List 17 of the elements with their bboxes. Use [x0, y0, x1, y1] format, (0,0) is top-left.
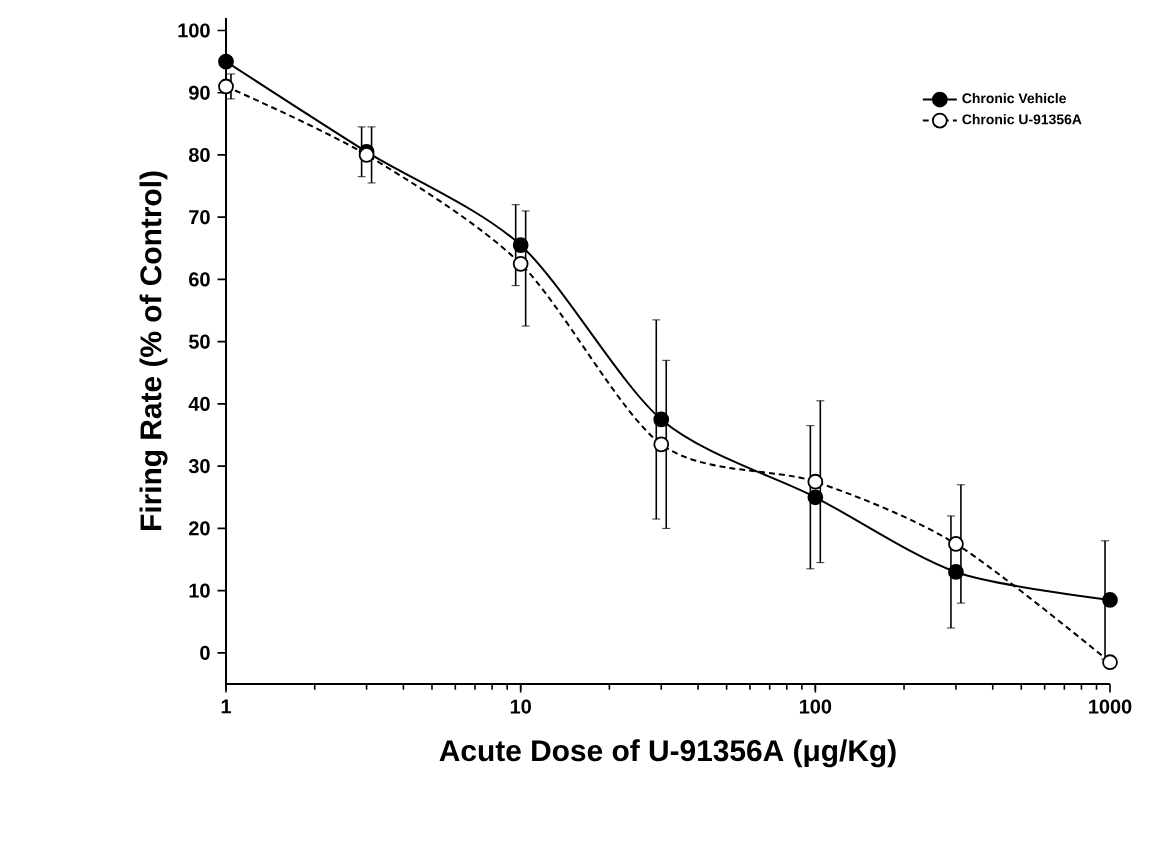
- x-tick-label: 1000: [1089, 699, 1132, 714]
- y-tick-label: 60: [189, 272, 210, 287]
- y-tick-label: 0: [200, 645, 210, 660]
- y-tick-label: 100: [178, 23, 210, 38]
- x-tick-label: 100: [799, 699, 832, 714]
- y-axis-title: Firing Rate (% of Control): [139, 171, 168, 530]
- y-tick-label: 70: [189, 210, 210, 225]
- y-tick-label: 40: [188, 396, 210, 411]
- y-tick-label: 80: [188, 147, 210, 162]
- x-axis-title: Acute Dose of U-91356A (μg/Kg): [439, 739, 896, 768]
- y-tick-label: 50: [188, 334, 210, 349]
- x-tick-label: 10: [510, 699, 531, 714]
- y-tick-label: 20: [189, 521, 210, 536]
- y-tick-label: 10: [189, 583, 210, 598]
- y-tick-label: 90: [189, 85, 210, 100]
- x-tick-label: 1: [221, 699, 231, 714]
- y-tick-label: 30: [188, 459, 210, 474]
